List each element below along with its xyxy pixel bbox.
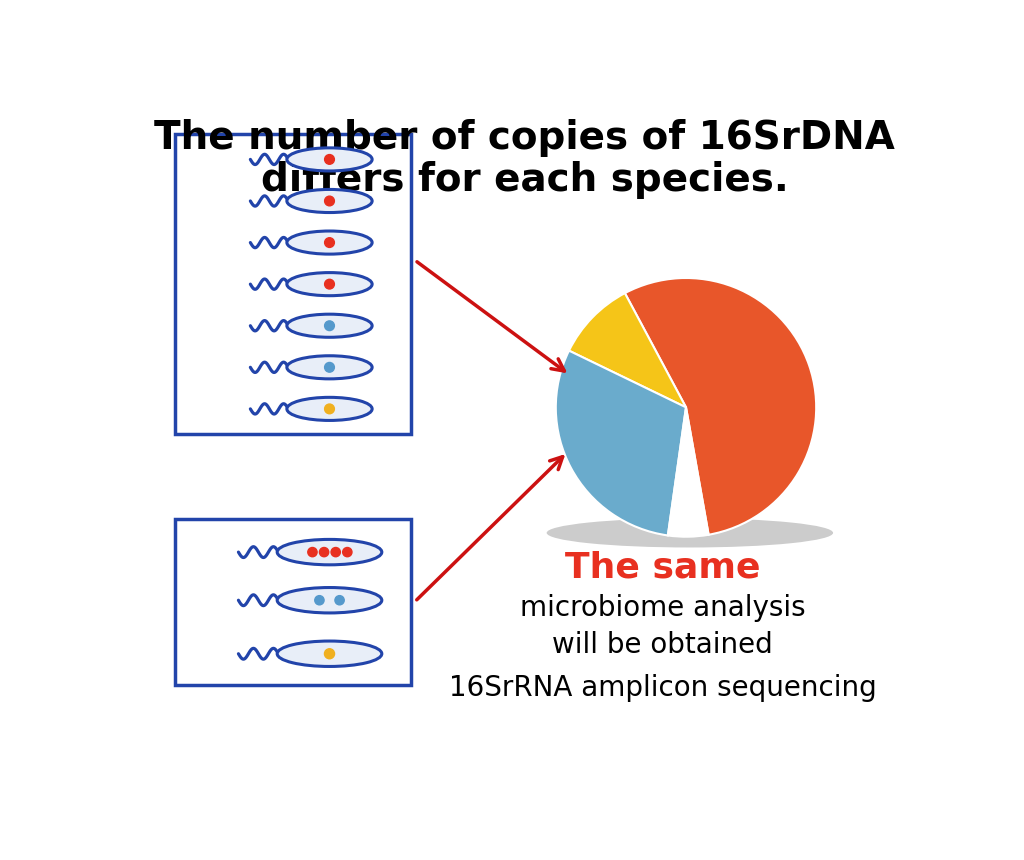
Ellipse shape (278, 641, 382, 667)
Ellipse shape (547, 519, 834, 548)
Wedge shape (668, 408, 709, 537)
Text: will be obtained: will be obtained (552, 630, 773, 659)
Text: microbiome analysis: microbiome analysis (520, 594, 806, 623)
Circle shape (335, 596, 344, 605)
Ellipse shape (287, 356, 372, 379)
Circle shape (325, 362, 335, 372)
Circle shape (314, 596, 324, 605)
FancyArrowPatch shape (417, 261, 564, 371)
Wedge shape (556, 351, 686, 536)
Ellipse shape (287, 397, 372, 421)
Text: The number of copies of 16SrDNA: The number of copies of 16SrDNA (155, 119, 895, 157)
Circle shape (325, 155, 335, 164)
Text: 16SrRNA amplicon sequencing: 16SrRNA amplicon sequencing (449, 673, 877, 702)
Wedge shape (625, 278, 816, 535)
Ellipse shape (278, 539, 382, 565)
Ellipse shape (287, 189, 372, 212)
Text: The same: The same (565, 550, 761, 585)
Circle shape (325, 648, 335, 659)
FancyArrowPatch shape (417, 457, 562, 599)
Text: differs for each species.: differs for each species. (261, 161, 788, 200)
FancyBboxPatch shape (174, 519, 411, 685)
Circle shape (325, 237, 335, 248)
Ellipse shape (278, 587, 382, 613)
Ellipse shape (287, 314, 372, 337)
Circle shape (343, 548, 352, 556)
Circle shape (325, 196, 335, 206)
Circle shape (331, 548, 340, 556)
Circle shape (325, 404, 335, 414)
Ellipse shape (287, 148, 372, 171)
Circle shape (319, 548, 329, 556)
Circle shape (308, 548, 317, 556)
Ellipse shape (287, 273, 372, 296)
Circle shape (325, 280, 335, 289)
Circle shape (325, 321, 335, 330)
Wedge shape (569, 293, 686, 408)
FancyBboxPatch shape (174, 134, 411, 434)
Ellipse shape (287, 231, 372, 254)
